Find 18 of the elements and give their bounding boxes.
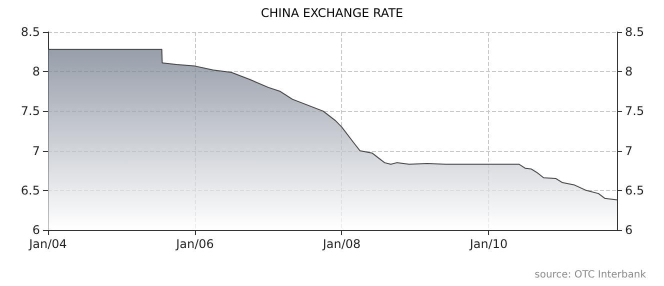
x-tick-label: Jan/08 (322, 237, 361, 251)
y-tick-label: 6.5 (20, 183, 40, 198)
y2-tick-label: 7.5 (625, 104, 644, 118)
y-tick-label: 8.5 (20, 25, 40, 39)
source-note: source: OTC Interbank (534, 270, 646, 280)
y-tick-label: 8 (32, 64, 40, 79)
y2-tick-label: 8.5 (625, 25, 644, 39)
y2-tick-label: 7 (625, 144, 633, 158)
y2-tick-label: 6 (625, 223, 633, 237)
y-tick-label: 7 (32, 144, 40, 158)
x-tick-label: Jan/10 (468, 237, 508, 251)
y2-tick-label: 8 (625, 64, 633, 79)
y-tick-label: 7.5 (20, 104, 40, 118)
y2-tick-label: 6.5 (625, 183, 644, 198)
y-tick-label: 6 (32, 223, 40, 237)
chart-title: CHINA EXCHANGE RATE (260, 6, 404, 20)
x-tick-label: Jan/06 (175, 237, 214, 251)
x-tick-label: Jan/04 (28, 237, 67, 251)
